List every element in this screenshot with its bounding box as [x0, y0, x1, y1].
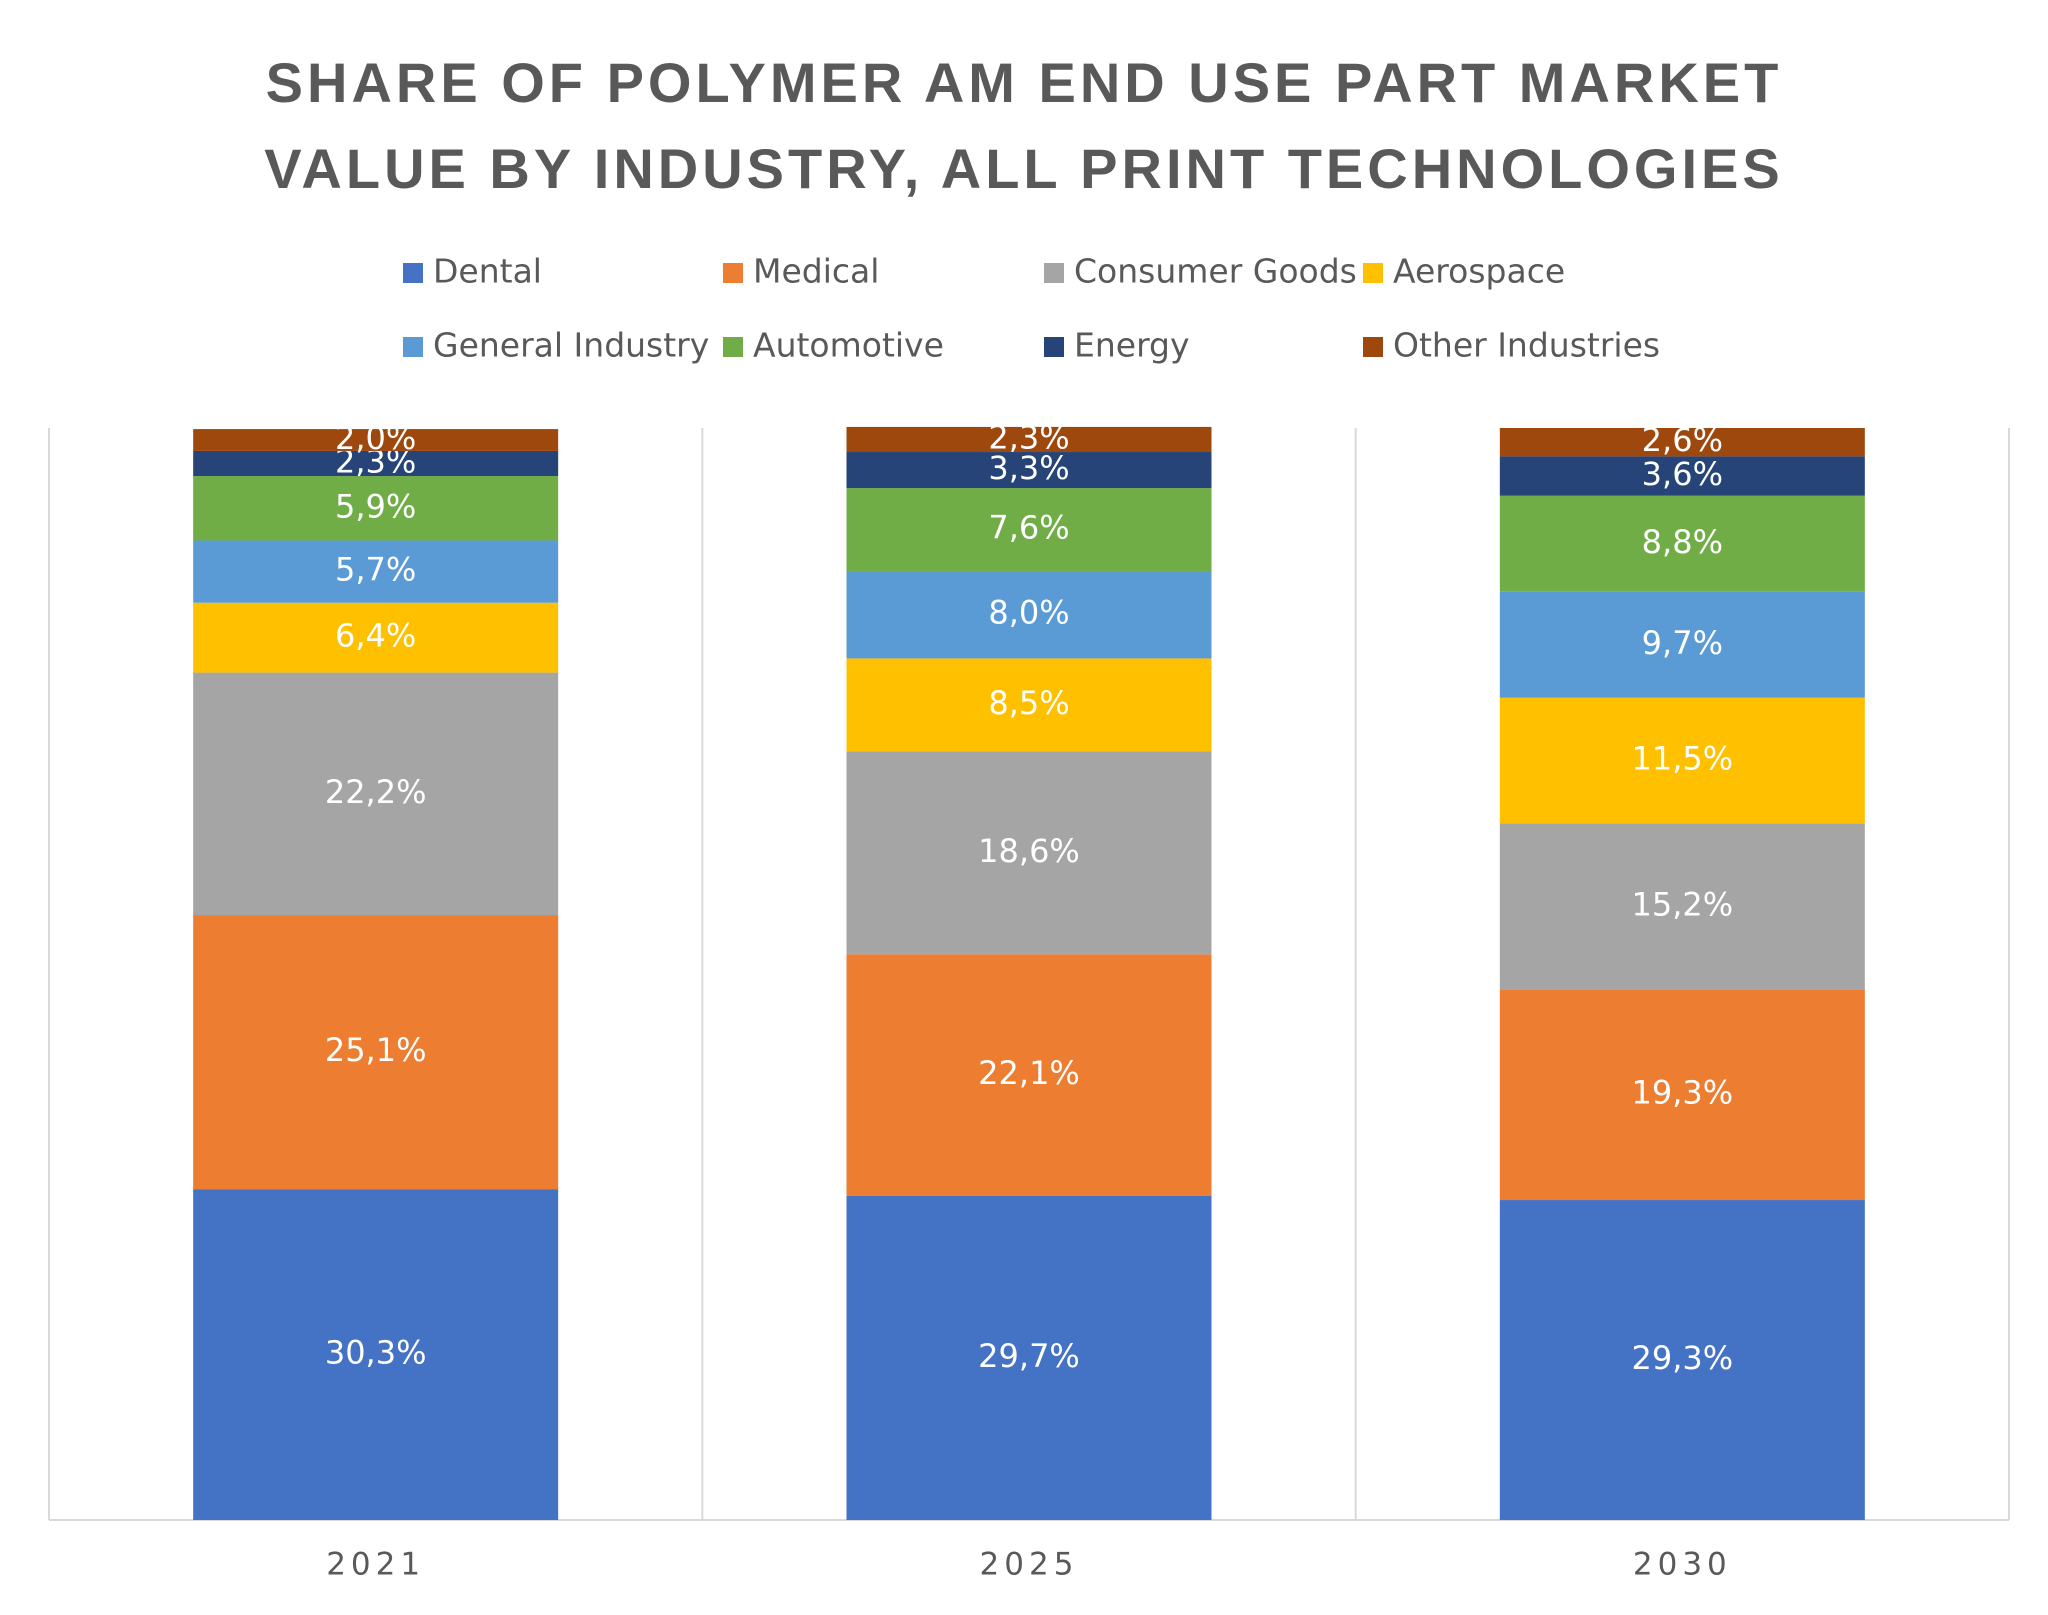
data-label: 19,3%: [1632, 1074, 1734, 1112]
legend-swatch: [1044, 337, 1064, 357]
legend-swatch: [1363, 337, 1383, 357]
data-label: 22,2%: [325, 773, 427, 811]
bar-segment: [1499, 989, 1865, 1201]
bar-segment: [193, 602, 559, 673]
chart-title: SHARE OF POLYMER AM END USE PART MARKET …: [264, 51, 1784, 200]
bar-segment: [1499, 456, 1865, 496]
data-label: 22,1%: [978, 1054, 1080, 1092]
bar-segment: [193, 450, 559, 477]
data-label: 29,3%: [1632, 1339, 1734, 1377]
bar-segment: [193, 1189, 559, 1520]
data-label: 25,1%: [325, 1031, 427, 1069]
data-label: 7,6%: [988, 509, 1069, 547]
bar-segment: [1499, 591, 1865, 698]
data-label: 5,7%: [335, 551, 416, 589]
legend-label: Automotive: [753, 326, 944, 365]
legend-swatch: [1044, 263, 1064, 283]
data-label: 5,9%: [335, 487, 416, 525]
data-label: 30,3%: [325, 1334, 427, 1372]
bar-segment: [846, 954, 1212, 1196]
x-tick-label: 2021: [326, 1547, 425, 1583]
bar-segment: [846, 1195, 1212, 1520]
data-label: 11,5%: [1632, 740, 1734, 778]
legend-swatch: [403, 337, 423, 357]
bar-segment: [846, 452, 1212, 489]
bar-segment: [846, 488, 1212, 572]
legend-label: General Industry: [433, 326, 709, 365]
x-tick-label: 2030: [1633, 1547, 1732, 1583]
data-label: 2,3%: [988, 418, 1069, 456]
data-label: 2,0%: [335, 419, 416, 457]
legend-swatch: [1363, 263, 1383, 283]
data-label: 29,7%: [978, 1337, 1080, 1375]
legend-label: Aerospace: [1393, 252, 1565, 291]
bar-segment: [846, 571, 1212, 659]
data-label: 6,4%: [335, 617, 416, 655]
bar-segment: [1499, 495, 1865, 592]
bar-segment: [1499, 823, 1865, 990]
bar-segment: [846, 658, 1212, 752]
bar-segment: [193, 540, 559, 603]
bar-segment: [1499, 697, 1865, 824]
x-tick-label: 2025: [980, 1547, 1079, 1583]
bar-segment: [846, 751, 1212, 955]
bar-segment: [193, 672, 559, 916]
bar-segment: [193, 915, 559, 1190]
legend-label: Energy: [1074, 326, 1190, 365]
data-label: 18,6%: [978, 832, 1080, 870]
data-label: 8,5%: [988, 684, 1069, 722]
bar-segment: [193, 476, 559, 541]
legend-swatch: [723, 337, 743, 357]
data-label: 3,3%: [988, 449, 1069, 487]
bar-segment: [1499, 428, 1865, 457]
legend-swatch: [723, 263, 743, 283]
data-label: 8,8%: [1642, 523, 1723, 561]
bar-segment: [1499, 1200, 1865, 1520]
legend-label: Dental: [433, 252, 542, 291]
legend-label: Medical: [753, 252, 879, 291]
legend-swatch: [403, 263, 423, 283]
legend-label: Consumer Goods: [1074, 252, 1357, 291]
data-label: 3,6%: [1642, 455, 1723, 493]
bar-segment: [193, 429, 559, 451]
bar-segment: [846, 426, 1212, 453]
data-label: 9,7%: [1642, 624, 1723, 662]
data-label: 8,0%: [988, 594, 1069, 632]
legend-label: Other Industries: [1393, 326, 1660, 365]
data-label: 2,6%: [1642, 421, 1723, 459]
data-label: 15,2%: [1632, 885, 1734, 923]
